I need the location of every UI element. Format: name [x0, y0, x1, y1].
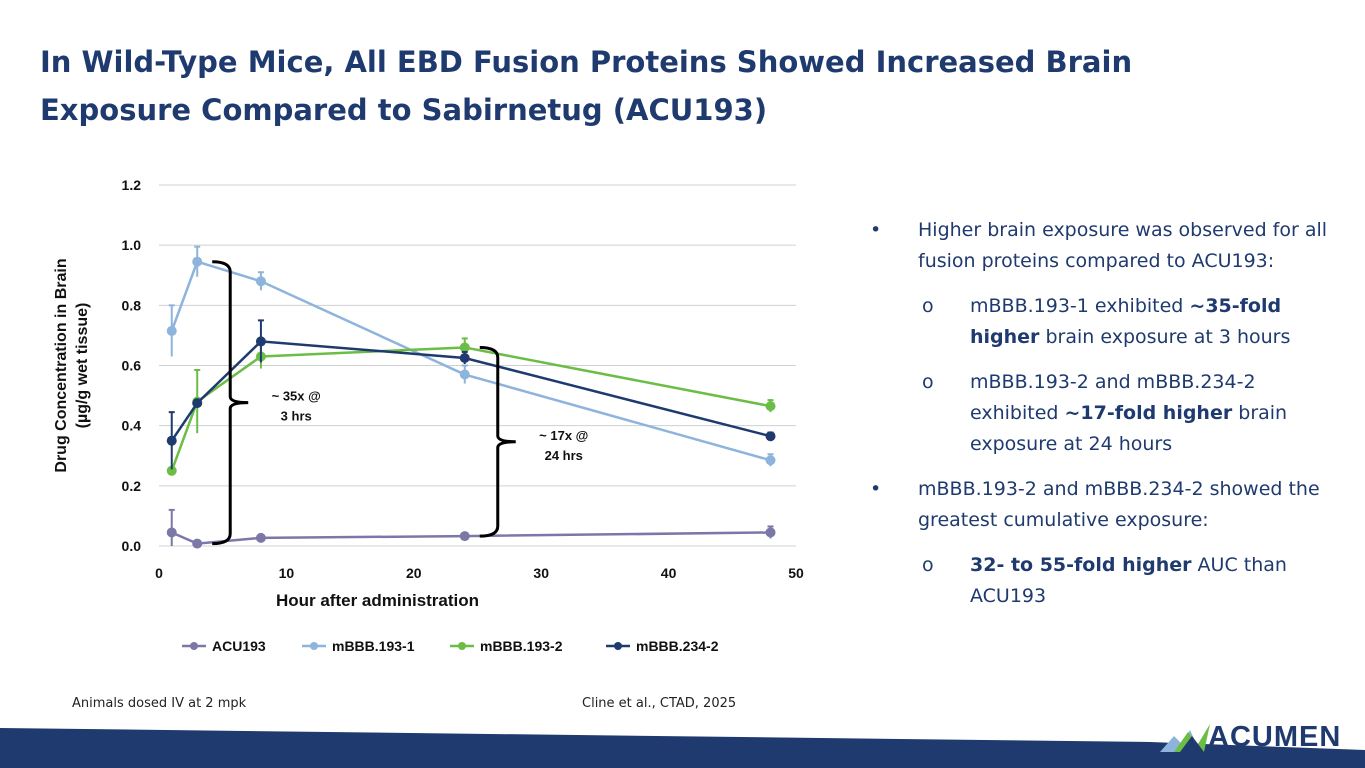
- data-point: [765, 401, 776, 412]
- bullet-marker: •: [870, 219, 882, 241]
- bullet-emphasis: ~17-fold higher: [1064, 402, 1233, 424]
- legend-marker: [190, 642, 198, 650]
- y-axis-label: Drug Concentration in Brain: [53, 258, 70, 472]
- bullet-text: mBBB.193-2 and mBBB.234-2 exhibited: [970, 371, 1256, 424]
- footnote-dosing: Animals dosed IV at 2 mpk: [72, 696, 247, 711]
- y-axis-label: (µg/g wet tissue): [74, 303, 91, 429]
- data-point: [459, 531, 470, 542]
- bullet-text: mBBB.193-1 exhibited: [970, 295, 1190, 317]
- legend-marker: [458, 642, 466, 650]
- logo-mountains-icon: [1160, 724, 1210, 752]
- data-point: [255, 336, 266, 347]
- chart: 0.0 0.2 0.4 0.6 0.8 1.0 1.2 0 10 20 30 40 50 Hour aft…: [30, 160, 820, 670]
- data-point: [255, 532, 266, 543]
- annotation-label: 24 hrs: [545, 448, 583, 463]
- bullet-marker: o: [922, 554, 934, 576]
- bullet-text: AUC than ACU193: [970, 554, 1287, 607]
- brace: [212, 260, 249, 546]
- bullet-text: Higher brain exposure was observed for a…: [918, 219, 1328, 272]
- bullet-item: • Higher brain exposure was observed for …: [870, 215, 1340, 277]
- data-point: [765, 527, 776, 538]
- bullet-item: o mBBB.193-2 and mBBB.234-2 exhibited ~17…: [870, 367, 1340, 460]
- x-tick-label: 20: [406, 565, 422, 581]
- data-point: [765, 431, 776, 442]
- data-point: [166, 435, 177, 446]
- data-point: [459, 369, 470, 380]
- x-tick-label: 0: [155, 565, 163, 581]
- x-tick-label: 30: [533, 565, 549, 581]
- data-point: [192, 398, 203, 409]
- bullet-emphasis: 32- to 55-fold higher: [970, 554, 1192, 576]
- x-tick-label: 50: [788, 565, 804, 581]
- data-point: [166, 465, 177, 476]
- bullet-text: brain exposure at 24 hours: [970, 402, 1288, 455]
- bullet-marker: •: [870, 478, 882, 500]
- y-tick-label: 0.0: [122, 538, 142, 554]
- x-tick-label: 10: [279, 565, 295, 581]
- legend-label: mBBB.234-2: [636, 638, 719, 654]
- legend-marker: [614, 642, 622, 650]
- y-tick-label: 0.4: [122, 418, 142, 434]
- bullet-item: o 32- to 55-fold higher AUC than ACU193: [870, 550, 1340, 612]
- legend-label: mBBB.193-1: [332, 638, 415, 654]
- data-point: [459, 342, 470, 353]
- y-tick-label: 1.2: [122, 177, 142, 193]
- chart-svg: 0.0 0.2 0.4 0.6 0.8 1.0 1.2 0 10 20 30 40 50 Hour aft…: [53, 177, 804, 654]
- footnote-citation: Cline et al., CTAD, 2025: [582, 696, 737, 711]
- data-point: [192, 538, 203, 549]
- annotation-label: ~ 17x @: [539, 428, 588, 443]
- bullet-list: • Higher brain exposure was observed for …: [870, 215, 1340, 626]
- data-point: [166, 527, 177, 538]
- x-tick-label: 40: [661, 565, 677, 581]
- bullet-marker: o: [922, 371, 934, 393]
- legend-marker: [310, 642, 318, 650]
- bullet-text: mBBB.193-2 and mBBB.234-2 showed the gre…: [918, 478, 1320, 531]
- data-point: [192, 256, 203, 267]
- x-axis-label: Hour after administration: [276, 591, 479, 610]
- y-tick-label: 0.8: [122, 297, 142, 313]
- y-tick-label: 1.0: [122, 237, 142, 253]
- annotation-label: 3 hrs: [281, 409, 312, 424]
- acumen-logo: ACUMEN: [1160, 720, 1341, 754]
- data-point: [459, 352, 470, 363]
- legend-label: mBBB.193-2: [480, 638, 563, 654]
- legend-label: ACU193: [212, 638, 266, 654]
- y-tick-label: 0.2: [122, 478, 142, 494]
- data-point: [166, 325, 177, 336]
- brace: [479, 345, 516, 538]
- bullet-emphasis: ~35-fold higher: [970, 295, 1282, 348]
- bullet-text: brain exposure at 3 hours: [1039, 326, 1291, 348]
- footer-band: [0, 728, 1365, 768]
- bullet-item: o mBBB.193-1 exhibited ~35-fold higher br…: [870, 291, 1340, 353]
- y-tick-label: 0.6: [122, 358, 142, 374]
- logo-text: ACUMEN: [1208, 720, 1342, 753]
- annotation-label: ~ 35x @: [272, 389, 321, 404]
- data-point: [255, 276, 266, 287]
- bullet-marker: o: [922, 295, 934, 317]
- data-point: [765, 455, 776, 466]
- bullet-item: • mBBB.193-2 and mBBB.234-2 showed the gr…: [870, 474, 1340, 536]
- slide-title: In Wild-Type Mice, All EBD Fusion Protei…: [40, 45, 1133, 127]
